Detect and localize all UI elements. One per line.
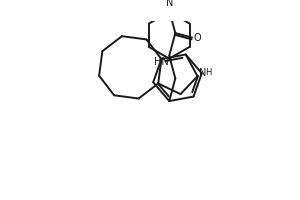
Text: N: N	[166, 0, 173, 8]
Text: H: H	[205, 68, 211, 77]
Text: O: O	[194, 33, 201, 43]
Text: HN: HN	[154, 57, 168, 67]
Text: N: N	[199, 68, 207, 78]
